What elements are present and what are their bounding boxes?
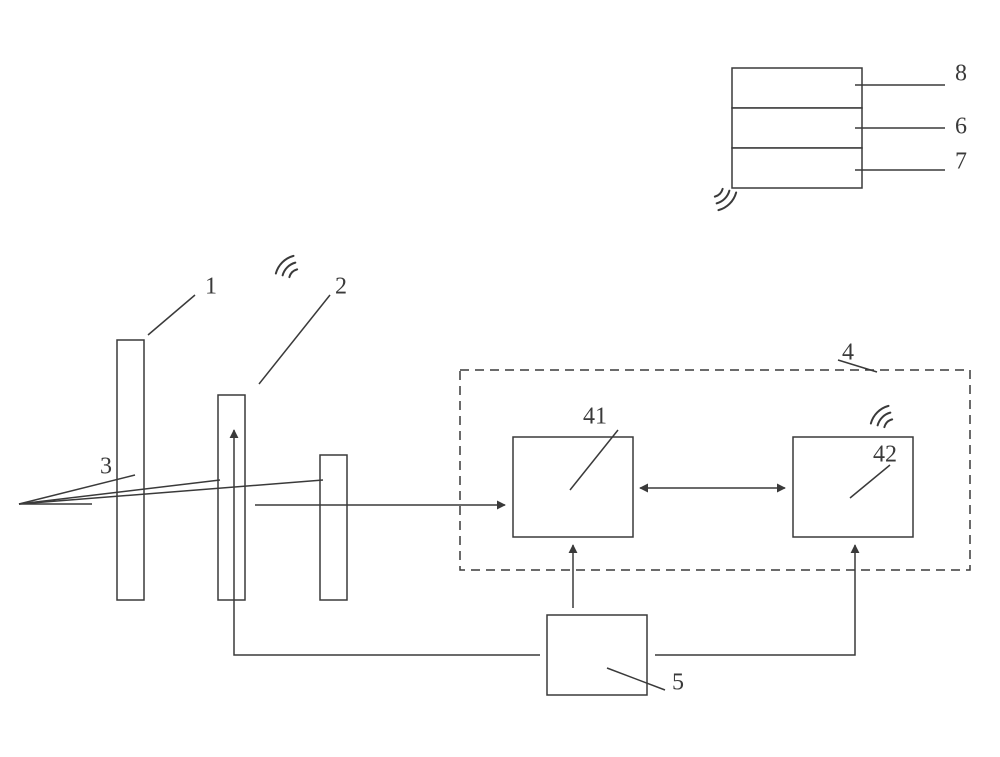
diagram-canvas: 1 2 3 4 41 42 5 6 7 8 (0, 0, 1000, 757)
stack-box-7 (732, 148, 862, 188)
label-3: 3 (100, 454, 112, 480)
leader-L1 (148, 295, 195, 335)
label-1: 1 (205, 274, 217, 300)
label-8: 8 (955, 61, 967, 87)
label-4: 4 (842, 340, 854, 366)
label-7: 7 (955, 149, 967, 175)
label-42: 42 (873, 442, 897, 468)
stack-box-8 (732, 68, 862, 108)
wireless-icon-near42 (868, 403, 897, 432)
arrow-b5_to_42 (655, 545, 855, 655)
label-6: 6 (955, 114, 967, 140)
label-5: 5 (672, 670, 684, 696)
support-pillar-3 (320, 455, 347, 600)
wireless-icon-near2 (273, 253, 302, 282)
stack-box-6 (732, 108, 862, 148)
arrow-b5_to_panel (234, 430, 540, 655)
support-pillar-2 (218, 395, 245, 600)
support-pillar-1 (117, 340, 144, 600)
label-2: 2 (335, 274, 347, 300)
leader-L2 (259, 295, 330, 384)
box-5 (547, 615, 647, 695)
label-41: 41 (583, 404, 607, 430)
